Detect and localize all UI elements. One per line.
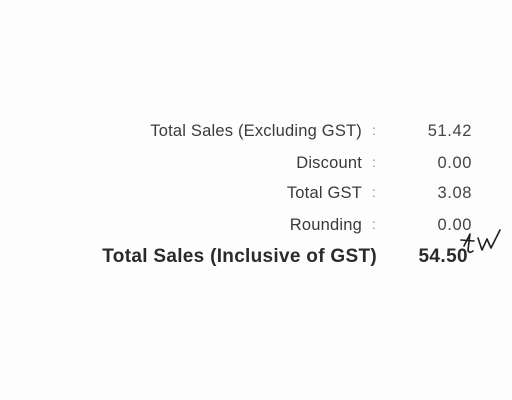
row-separator: : xyxy=(372,154,376,170)
row-value: 51.42 xyxy=(427,122,472,140)
row-value: 0.00 xyxy=(437,154,472,172)
row-separator: : xyxy=(372,184,376,200)
row-label: Total Sales (Excluding GST) xyxy=(150,122,362,140)
row-total-sales-inclusive-gst: Total Sales (Inclusive of GST) 54.50 xyxy=(0,246,512,274)
total-value: 54.50 xyxy=(418,246,468,267)
row-value: 0.00 xyxy=(437,216,472,234)
row-separator: : xyxy=(372,122,376,138)
total-label: Total Sales (Inclusive of GST) xyxy=(102,246,377,267)
row-rounding: Rounding : 0.00 xyxy=(0,216,512,244)
row-discount: Discount : 0.00 xyxy=(0,154,512,182)
row-label: Total GST xyxy=(286,184,362,202)
row-total-gst: Total GST : 3.08 xyxy=(0,184,512,212)
row-label: Rounding xyxy=(289,216,362,234)
row-separator: : xyxy=(372,216,376,232)
row-total-sales-excluding-gst: Total Sales (Excluding GST) : 51.42 xyxy=(0,122,512,150)
row-label: Discount xyxy=(296,154,362,172)
handwritten-initials xyxy=(460,229,501,254)
row-value: 3.08 xyxy=(437,184,472,202)
